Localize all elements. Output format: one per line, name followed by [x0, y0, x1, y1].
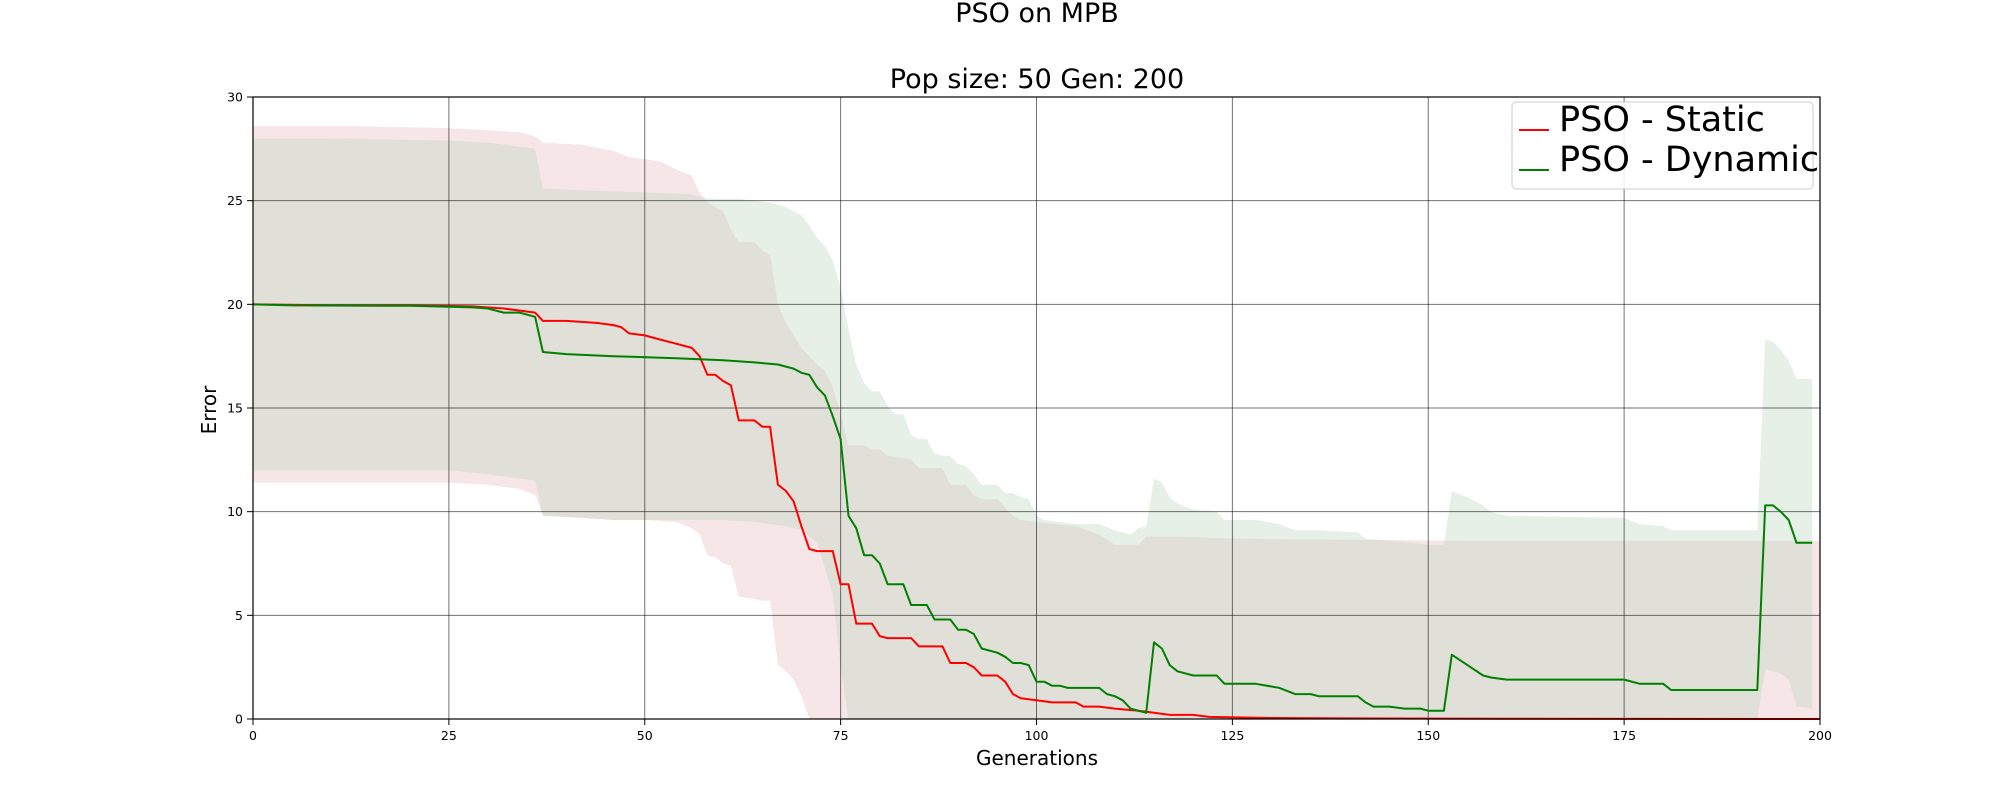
x-tick-label: 125	[1220, 728, 1244, 743]
x-tick-label: 50	[637, 728, 653, 743]
y-tick-label: 30	[227, 90, 243, 105]
y-axis-label: Error	[197, 385, 221, 435]
x-tick-label: 75	[833, 728, 849, 743]
plot-area: 0 25 50 75 100 125 150 175 200 0 5 10 15 20 25 30	[227, 90, 1832, 744]
y-tick-label: 15	[227, 401, 243, 416]
x-tick-label: 25	[441, 728, 457, 743]
x-tick-label: 175	[1612, 728, 1636, 743]
chart-subtitle: Pop size: 50 Gen: 200	[890, 64, 1184, 95]
x-tick-label: 0	[249, 728, 257, 743]
y-tick-label: 0	[235, 712, 243, 727]
y-tick-label: 5	[235, 608, 243, 623]
x-tick-label: 200	[1808, 728, 1832, 743]
legend-label-0: PSO - Static	[1559, 100, 1765, 140]
x-tick-label: 150	[1416, 728, 1440, 743]
y-tick-label: 25	[227, 193, 243, 208]
x-tick-label: 100	[1025, 728, 1049, 743]
legend-box	[1511, 101, 1814, 190]
legend-label-1: PSO - Dynamic	[1559, 140, 1819, 180]
chart-title: PSO on MPB	[955, 0, 1119, 29]
y-tick-label: 10	[227, 504, 243, 519]
line-series-0	[252, 303, 1821, 720]
band-series-1	[253, 138, 1813, 719]
y-tick-label: 20	[227, 297, 243, 312]
x-axis-label: Generations	[976, 746, 1098, 770]
line-series-1	[252, 303, 1813, 714]
